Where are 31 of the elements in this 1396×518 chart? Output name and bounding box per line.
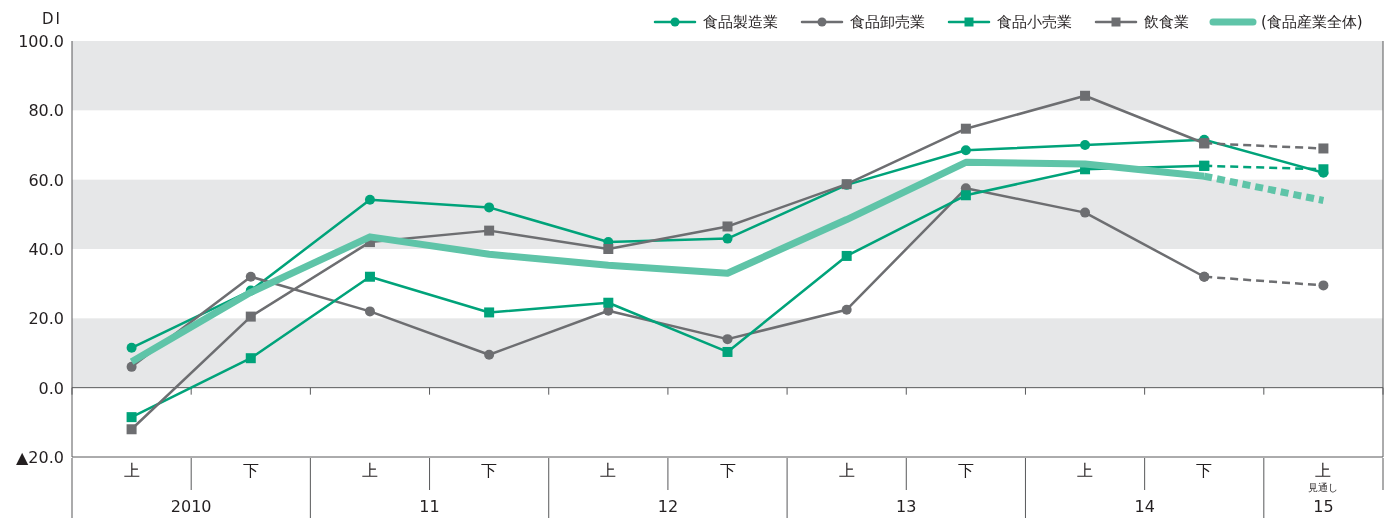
x-tick-label: 上 [1077, 461, 1094, 480]
text: 13 [896, 497, 917, 516]
y-tick-label: 100.0 [18, 32, 64, 51]
x-tick-label: 上 [361, 461, 378, 480]
x-tick-label: 下 [242, 461, 259, 480]
legend-label: (食品産業全体) [1261, 13, 1363, 31]
y-tick-label: 80.0 [28, 101, 64, 121]
y-axis-title: DI [42, 10, 62, 28]
text: 2010 [170, 497, 212, 516]
text: 14 [1134, 497, 1155, 516]
x-tick-label: 下 [719, 461, 736, 480]
y-tick-label: 0.0 [38, 378, 64, 398]
x-tick-label: 上 [1315, 461, 1332, 480]
x-tick-label: 上 [838, 461, 855, 480]
text: 11 [419, 497, 440, 516]
legend-label: 食品卸売業 [850, 13, 925, 31]
y-tick-label: 20.0 [28, 309, 64, 329]
legend-label: 食品製造業 [703, 13, 778, 31]
x-tick-label: 下 [481, 461, 498, 480]
y-tick-label: ▲20.0 [16, 448, 64, 467]
x-tick-label: 下 [1196, 461, 1213, 480]
text: 15 [1313, 497, 1334, 516]
text: 12 [657, 497, 679, 516]
y-tick-label: 40.0 [28, 240, 64, 259]
legend-label: 食品小売業 [997, 13, 1072, 31]
x-tick-label: 上 [123, 461, 140, 480]
x-tick-label: 上 [600, 461, 617, 480]
x-tick-label: 下 [957, 461, 974, 480]
text: 見通し [1308, 482, 1339, 493]
legend-label: 飲食業 [1144, 13, 1189, 31]
y-tick-label: 60.0 [28, 170, 64, 190]
